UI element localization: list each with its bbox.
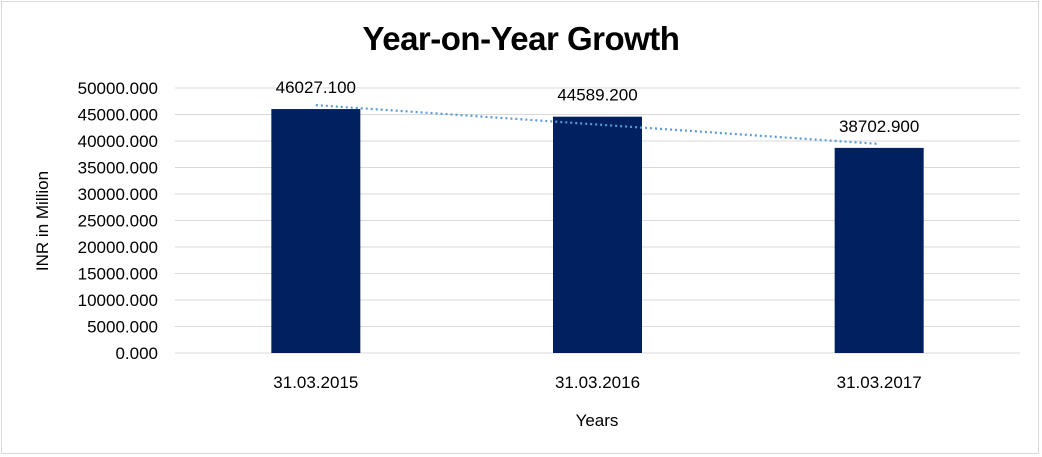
y-tick-label: 40000.000 — [78, 132, 158, 151]
y-tick-label: 30000.000 — [78, 185, 158, 204]
bar — [553, 116, 642, 353]
y-tick-label: 10000.000 — [78, 291, 158, 310]
bar — [834, 147, 924, 353]
chart-title: Year-on-Year Growth — [362, 20, 680, 57]
trendline — [315, 104, 880, 146]
x-tick-label: 31.03.2016 — [555, 373, 640, 392]
y-tick-label: 35000.000 — [78, 159, 158, 178]
data-label: 46027.100 — [276, 78, 356, 97]
y-tick-label: 5000.000 — [87, 318, 158, 337]
x-axis-label: Years — [576, 411, 619, 430]
x-tick-label: 31.03.2017 — [837, 373, 922, 392]
y-tick-label: 20000.000 — [78, 238, 158, 257]
y-tick-label: 15000.000 — [78, 265, 158, 284]
y-axis-label: INR in Million — [33, 171, 52, 271]
y-tick-label: 45000.000 — [78, 106, 158, 125]
data-label: 44589.200 — [557, 86, 637, 105]
data-label: 38702.900 — [839, 117, 919, 136]
y-tick-label: 0.000 — [115, 344, 158, 363]
y-tick-label: 25000.000 — [78, 212, 158, 231]
y-tick-label: 50000.000 — [78, 79, 158, 98]
bar — [271, 109, 361, 354]
x-tick-label: 31.03.2015 — [273, 373, 358, 392]
